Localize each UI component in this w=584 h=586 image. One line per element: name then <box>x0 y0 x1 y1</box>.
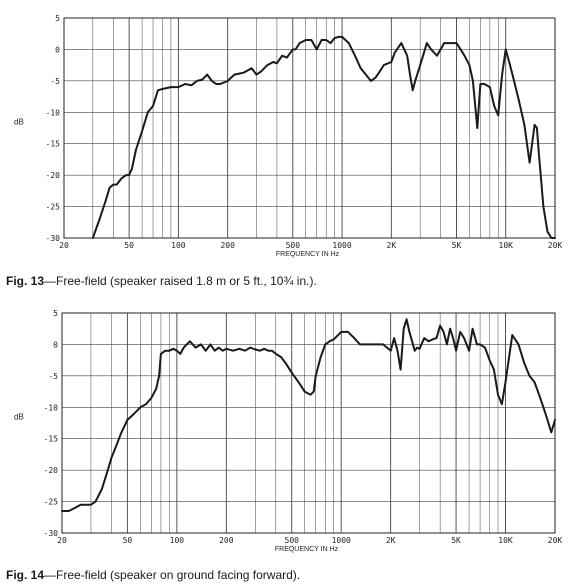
x-tick-label: 500 <box>286 241 301 250</box>
x-tick-label: 10K <box>498 536 513 545</box>
y-tick-label: -20 <box>44 466 59 475</box>
y-axis-label: dB <box>14 118 24 127</box>
plot-frame <box>63 17 556 239</box>
caption-fig-14-number: Fig. 14 <box>6 568 45 582</box>
x-tick-label: 1000 <box>332 241 351 250</box>
x-tick-label: 50 <box>124 241 134 250</box>
y-tick-label: -25 <box>46 203 61 212</box>
x-tick-label: 20 <box>57 536 67 545</box>
x-tick-label: 20K <box>548 536 563 545</box>
y-tick-label: 5 <box>53 309 58 318</box>
y-tick-label: -10 <box>44 403 59 412</box>
x-tick-label: 200 <box>219 536 234 545</box>
x-tick-label: 1000 <box>332 536 351 545</box>
y-tick-label: 5 <box>55 14 60 23</box>
y-axis-label: dB <box>14 413 24 422</box>
x-tick-label: 100 <box>170 536 185 545</box>
y-tick-label: -15 <box>46 140 61 149</box>
x-tick-label: 50 <box>123 536 133 545</box>
x-tick-label: 200 <box>220 241 235 250</box>
x-tick-label: 5K <box>451 536 461 545</box>
x-tick-label: 2K <box>387 241 397 250</box>
series-line-response <box>91 35 556 239</box>
caption-fig-13: Fig. 13—Free-field (speaker raised 1.8 m… <box>6 274 317 288</box>
x-tick-label: 20K <box>548 241 563 250</box>
x-tick-label: 2K <box>386 536 396 545</box>
y-tick-label: -30 <box>44 529 59 538</box>
x-axis-label: FREQUENCY IN Hz <box>276 251 340 258</box>
series-line-response <box>61 318 556 512</box>
x-tick-label: 100 <box>171 241 186 250</box>
y-tick-label: -20 <box>46 171 61 180</box>
x-tick-label: 5K <box>452 241 462 250</box>
caption-fig-13-text: —Free-field (speaker raised 1.8 m or 5 f… <box>44 274 317 288</box>
y-tick-label: -25 <box>44 498 59 507</box>
y-tick-label: 0 <box>55 45 60 54</box>
x-axis-label: FREQUENCY IN Hz <box>275 546 339 553</box>
caption-fig-13-number: Fig. 13 <box>6 274 45 288</box>
x-tick-label: 20 <box>59 241 69 250</box>
y-tick-label: 0 <box>53 340 58 349</box>
x-tick-label: 10K <box>499 241 514 250</box>
x-tick-label: 500 <box>285 536 300 545</box>
y-tick-label: -5 <box>50 77 60 86</box>
y-tick-label: -10 <box>46 108 61 117</box>
caption-fig-14: Fig. 14—Free-field (speaker on ground fa… <box>6 568 300 582</box>
y-tick-label: -5 <box>48 372 58 381</box>
caption-fig-14-text: —Free-field (speaker on ground facing fo… <box>44 568 301 582</box>
y-tick-label: -30 <box>46 234 61 243</box>
y-tick-label: -15 <box>44 435 59 444</box>
